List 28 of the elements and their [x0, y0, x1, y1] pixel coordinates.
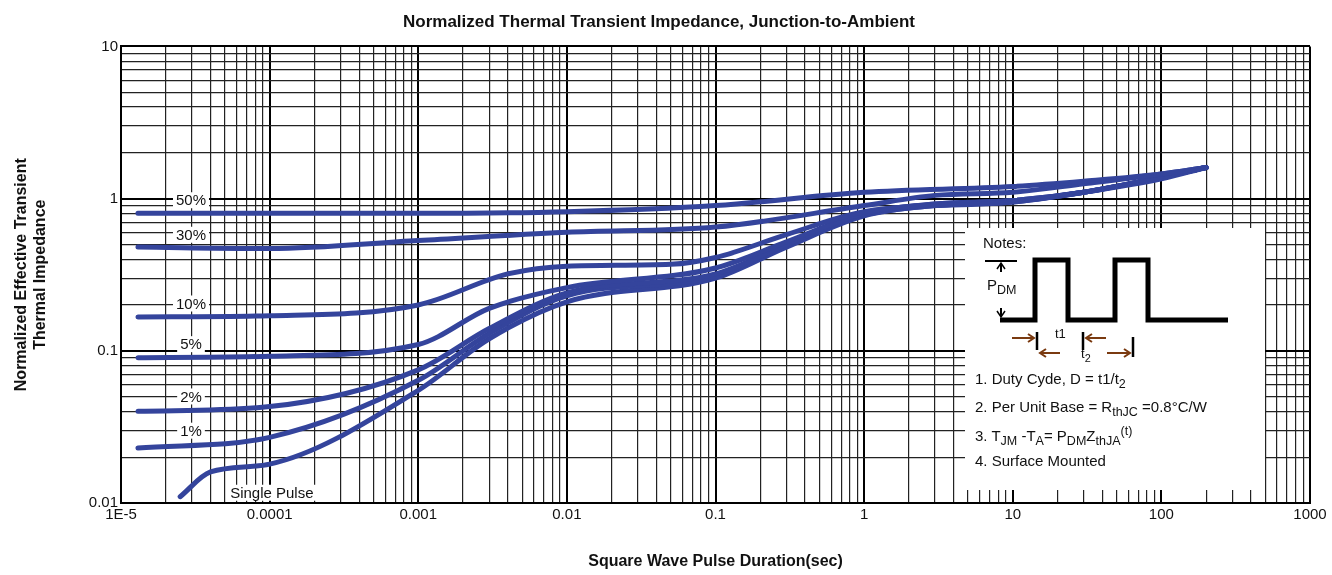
y-tick-label: 10 — [101, 36, 118, 54]
y-axis-title: Normalized Effective Transient Thermal Impedance — [12, 157, 49, 392]
x-tick-label: 100 — [1148, 505, 1174, 523]
annotation: 1. Duty Cyde, D = t1/t$_{2}$ — [975, 370, 1126, 391]
series-label: 5% — [180, 335, 202, 353]
series-label: 30% — [175, 225, 207, 243]
series-label: Single Pulse — [230, 483, 314, 501]
x-tick-label: 0.001 — [399, 505, 438, 523]
annotation: 4. Surface Mounted — [975, 452, 1106, 469]
chart-title: Normalized Thermal Transient Impedance, Junction-to-Ambient — [403, 11, 916, 31]
x-tick-label: 1000 — [1293, 505, 1327, 523]
series-label: 50% — [175, 191, 207, 209]
series-label: 1% — [180, 421, 202, 439]
x-axis-title: Square Wave Pulse Duration(sec) — [588, 551, 843, 569]
annotation: Notes: — [983, 234, 1027, 251]
annotation: 2. Per Unit Base = R$_{thJC}$ =0.8°C/W — [975, 398, 1207, 419]
x-tick-label: 0.01 — [552, 505, 582, 523]
y-tick-label: 1 — [109, 188, 118, 206]
x-tick-label: 0.0001 — [246, 505, 293, 523]
annotation: t1 — [1055, 326, 1066, 341]
x-tick-label: 0.1 — [705, 505, 726, 523]
annotation: t$_{2}$ — [1081, 346, 1091, 364]
series-label: 2% — [180, 387, 202, 405]
x-tick-label: 10 — [1004, 505, 1022, 523]
y-tick-label: 0.1 — [97, 340, 118, 358]
annotation: P$_{DM}$ — [987, 276, 1017, 297]
x-tick-label: 1 — [859, 505, 869, 523]
series-label: 10% — [175, 294, 207, 312]
